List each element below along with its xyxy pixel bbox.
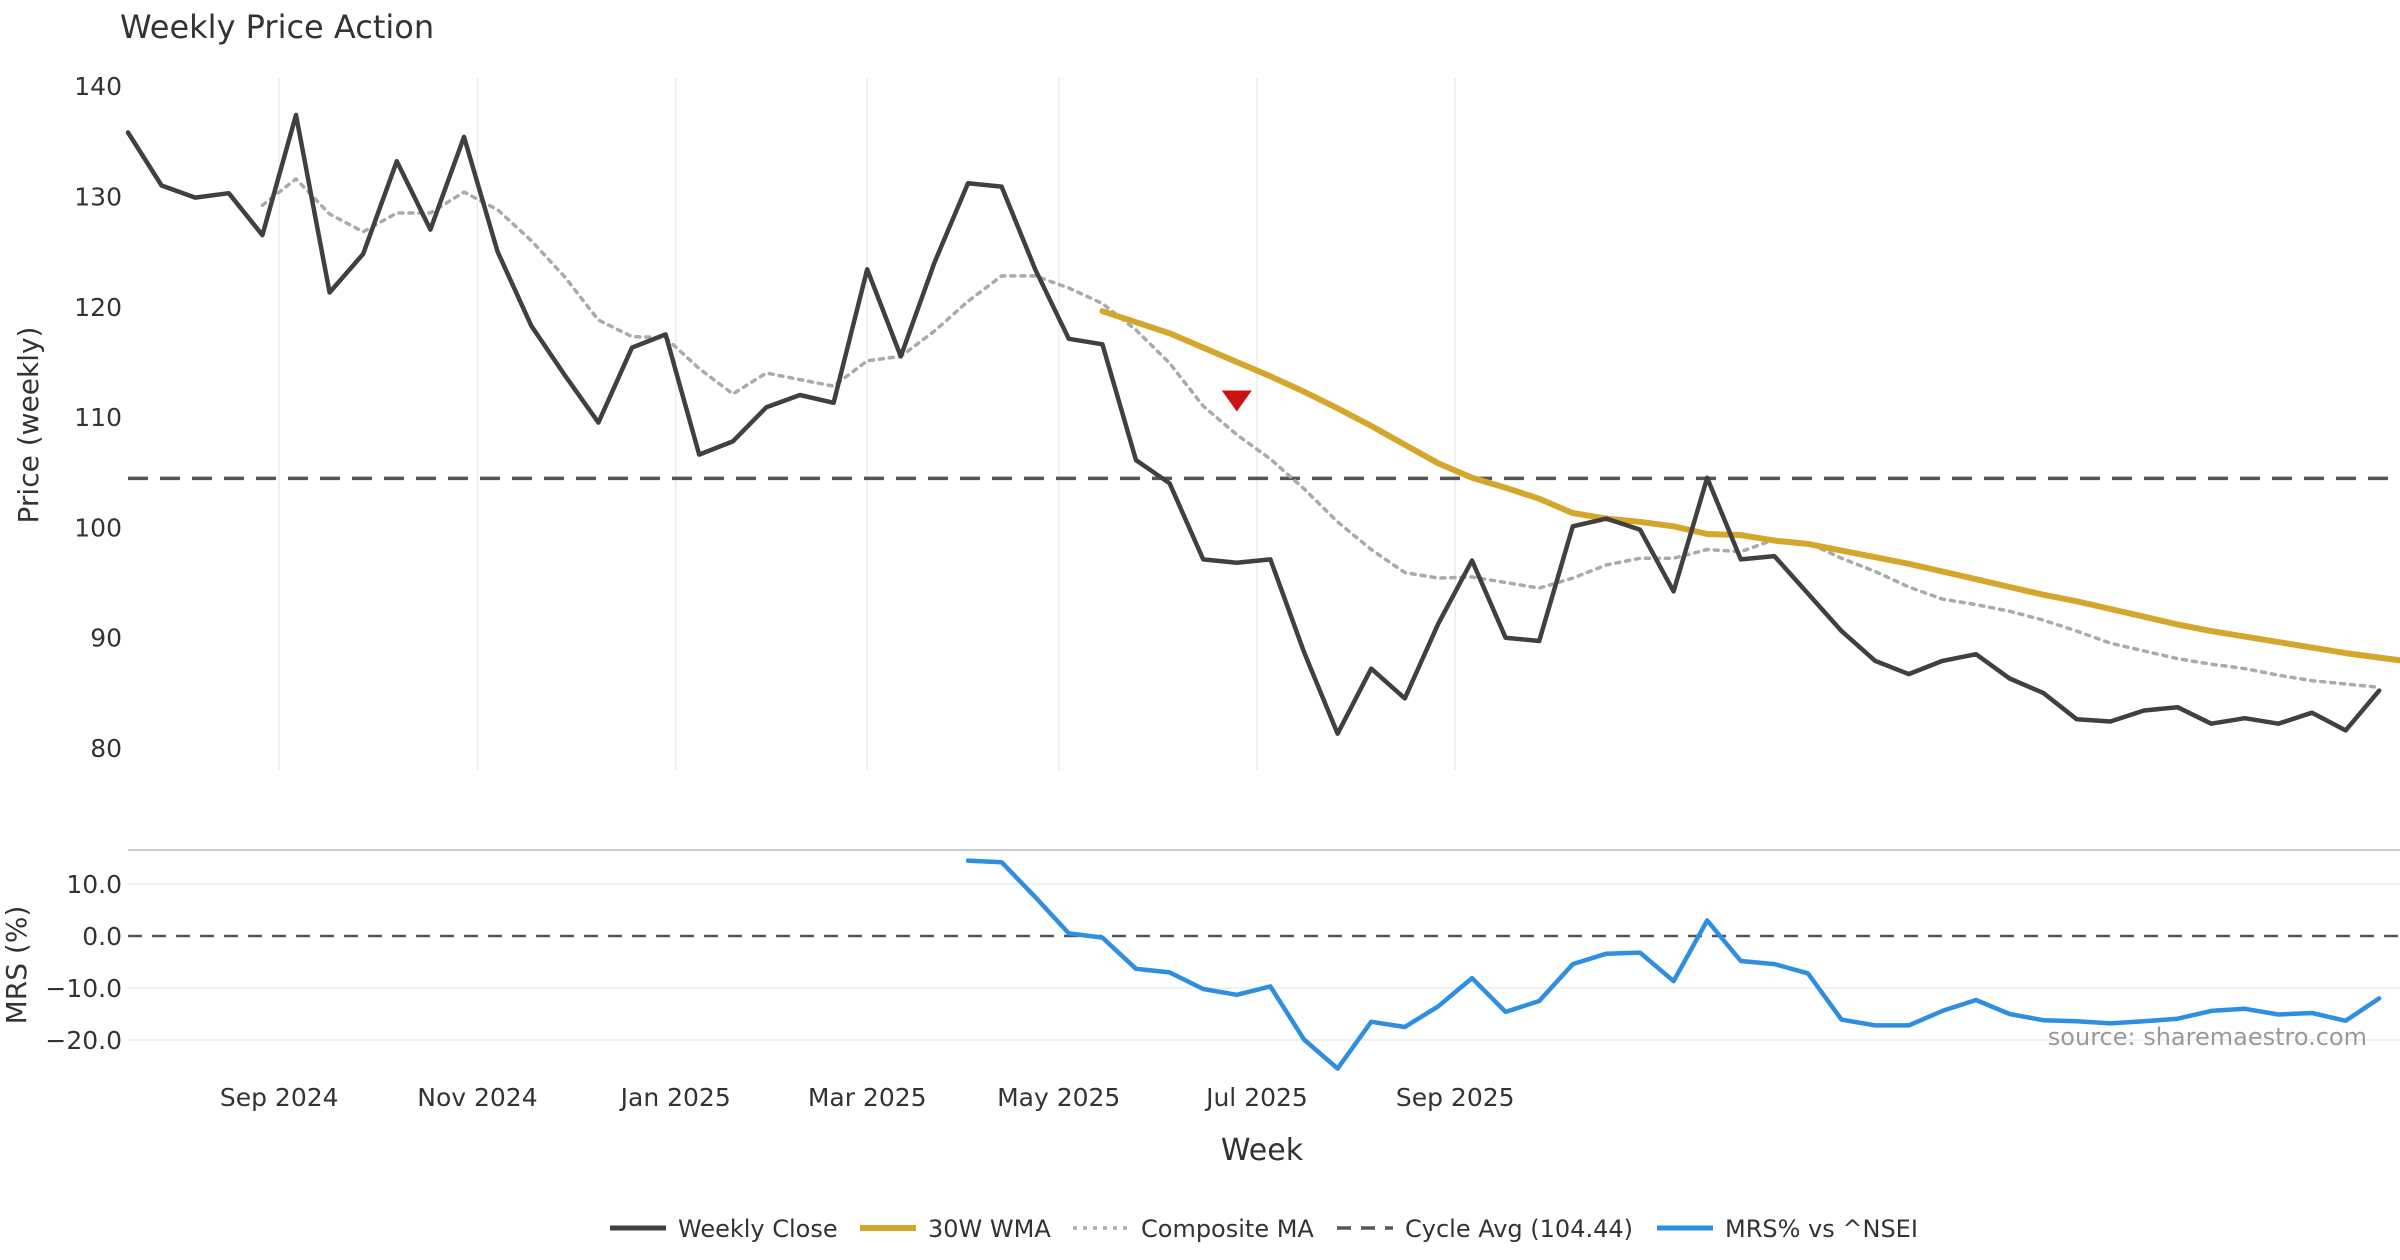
source-note: source: sharemaestro.com <box>2048 1023 2367 1051</box>
price-y-axis-label: Price (weekly) <box>12 327 45 524</box>
mrs-y-tick-label: −20.0 <box>45 1026 122 1055</box>
weekly-close-line <box>125 112 2382 736</box>
mrs-y-axis-label: MRS (%) <box>0 906 33 1025</box>
x-tick-label: May 2025 <box>997 1083 1120 1112</box>
price-y-tick-label: 130 <box>74 183 122 212</box>
mrs-y-tick-label: 10.0 <box>66 870 122 899</box>
wma-30w-line <box>1099 308 2400 664</box>
x-tick-label: Mar 2025 <box>808 1083 927 1112</box>
x-axis-label: Week <box>1221 1133 1304 1168</box>
sell-signal-marker <box>1221 390 1252 412</box>
reference-lines <box>128 476 2400 938</box>
x-tick-label: Sep 2024 <box>220 1083 339 1112</box>
composite-ma-line <box>260 177 2381 690</box>
mrs-line <box>965 858 2382 1071</box>
price-y-tick-label: 90 <box>90 624 122 653</box>
x-tick-label: Jan 2025 <box>619 1083 731 1112</box>
price-y-tick-label: 80 <box>90 734 122 763</box>
x-tick-label: Jul 2025 <box>1204 1083 1308 1112</box>
price-y-tick-label: 100 <box>74 513 122 542</box>
chart-title: Weekly Price Action <box>120 8 434 46</box>
legend: Weekly Close 30W WMA Composite MA Cycle Avg… <box>610 1215 1918 1243</box>
signal-markers <box>1221 390 1252 412</box>
price-y-tick-label: 120 <box>74 293 122 322</box>
axes: 80 90 100 110 120 130 140 10.0 0.0 −10.0 −20.0 Sep … <box>45 72 1514 1112</box>
x-tick-label: Nov 2024 <box>417 1083 537 1112</box>
legend-weekly-close-label: Weekly Close <box>678 1215 838 1243</box>
legend-composite-ma-label: Composite MA <box>1141 1215 1314 1243</box>
series-lines <box>125 112 2400 1071</box>
legend-wma-30w-label: 30W WMA <box>928 1215 1051 1243</box>
mrs-y-tick-label: −10.0 <box>45 974 122 1003</box>
legend-cycle-avg-label: Cycle Avg (104.44) <box>1405 1215 1633 1243</box>
x-tick-label: Sep 2025 <box>1396 1083 1515 1112</box>
price-y-tick-label: 110 <box>74 403 122 432</box>
price-y-tick-label: 140 <box>74 72 122 101</box>
mrs-y-tick-label: 0.0 <box>82 922 122 951</box>
legend-mrs-label: MRS% vs ^NSEI <box>1725 1215 1918 1243</box>
